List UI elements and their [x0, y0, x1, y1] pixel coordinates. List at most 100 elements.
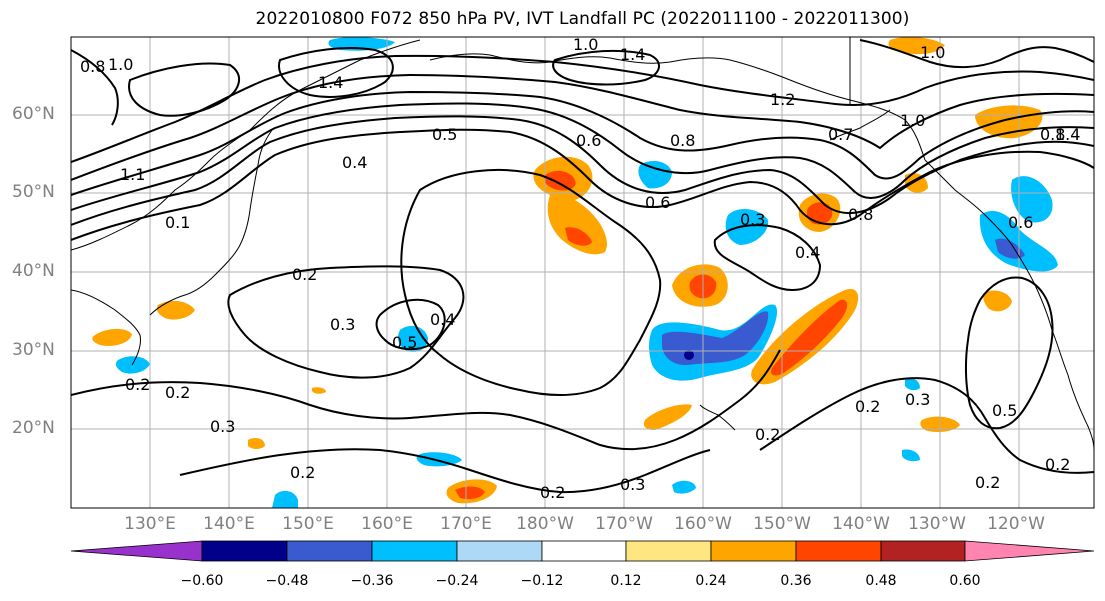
negative-anomaly-patch	[902, 449, 920, 462]
colorbar-segment	[286, 540, 373, 562]
negative-anomaly-patch	[638, 160, 672, 189]
positive-anomaly-patch	[312, 387, 326, 394]
contour-label: 0.3	[905, 390, 930, 409]
lon-label: 180°W	[516, 514, 574, 534]
contour-label: 0.8	[80, 57, 105, 76]
lat-label: 60°N	[12, 104, 55, 124]
lon-label: 150°W	[753, 514, 811, 534]
positive-anomaly-patch	[643, 404, 692, 430]
negative-anomaly-patch	[416, 452, 462, 467]
negative-anomaly-patch	[272, 490, 298, 508]
contour-label: 1.4	[620, 45, 645, 64]
positive-anomaly-patch	[156, 300, 195, 320]
contour-labels: 1.0 1.4 1.0 0.8 1.4 1.0 1.2 1.0 0.8 0.6 …	[80, 35, 1080, 502]
positive-anomaly-patch	[455, 486, 485, 500]
contour-label: 0.8	[1040, 125, 1065, 144]
lon-label: 150°E	[282, 514, 334, 534]
positive-anomaly-patch	[565, 227, 592, 246]
contour-label: 1.4	[318, 73, 343, 92]
contour-label: 1.0	[900, 111, 925, 130]
contour-label: 0.2	[855, 397, 880, 416]
positive-anomaly-patch	[248, 438, 265, 449]
contour-label: 0.2	[975, 473, 1000, 492]
contour-label: 0.3	[330, 315, 355, 334]
colorbar-tick-label: −0.60	[180, 573, 224, 589]
colorbar-segment	[541, 540, 627, 562]
contour-label: 0.5	[432, 125, 457, 144]
contour-label: 0.3	[620, 475, 645, 494]
contour-label: 0.4	[795, 243, 820, 262]
contour-label: 0.2	[1045, 455, 1070, 474]
contour-label: 0.2	[755, 425, 780, 444]
negative-anomaly-patch	[684, 350, 694, 360]
contour-label: 0.6	[1008, 213, 1033, 232]
contour-label: 1.0	[573, 35, 598, 54]
contour-label: 0.5	[392, 333, 417, 352]
positive-anomaly-patch	[544, 170, 576, 191]
lon-label: 170°E	[440, 514, 492, 534]
pv-contours	[71, 39, 1094, 494]
contour-label: 0.8	[670, 131, 695, 150]
positive-anomaly-patch	[92, 328, 132, 346]
lat-label: 30°N	[12, 340, 55, 360]
colorbar-segment	[70, 540, 203, 562]
colorbar-segment	[371, 540, 458, 562]
colorbar-tick-label: −0.24	[435, 573, 479, 589]
colorbar-segment	[710, 540, 797, 562]
colorbar-segment	[964, 540, 1095, 562]
contour-label: 1.0	[108, 55, 133, 74]
contour-label: 0.2	[292, 265, 317, 284]
contour-label: 0.4	[430, 310, 455, 329]
lon-label: 140°E	[203, 514, 255, 534]
negative-anomaly-patch	[905, 378, 920, 391]
lon-label: 120°W	[987, 514, 1045, 534]
colorbar-tick-label: 0.24	[695, 573, 727, 589]
negative-anomaly-patch	[725, 208, 769, 245]
lat-label: 20°N	[12, 418, 55, 438]
contour-label: 0.7	[828, 125, 853, 144]
contour-label: 0.2	[540, 483, 565, 502]
contour-label: 0.2	[125, 375, 150, 394]
contour-label: 0.6	[576, 131, 601, 150]
contour-label: 0.8	[848, 205, 873, 224]
contour-label: 0.3	[210, 417, 235, 436]
colorbar-tick-label: −0.36	[350, 573, 394, 589]
contour-label: 1.0	[920, 43, 945, 62]
lat-label: 50°N	[12, 182, 55, 202]
colorbar-tick-label: 0.12	[610, 573, 642, 589]
contour-label: 0.3	[740, 210, 765, 229]
contour-label: 0.1	[165, 213, 190, 232]
lon-label: 160°W	[674, 514, 732, 534]
colorbar-tick-label: 0.60	[949, 573, 981, 589]
lat-label: 40°N	[12, 261, 55, 281]
map-frame	[70, 36, 1095, 509]
contour-label: 0.2	[290, 463, 315, 482]
positive-anomaly-patch	[770, 299, 848, 376]
contour-label: 0.2	[165, 383, 190, 402]
colorbar-tick-label: 0.36	[780, 573, 812, 589]
contour-label: 1.2	[770, 90, 795, 109]
chart-title: 2022010800 F072 850 hPa PV, IVT Landfall…	[255, 9, 910, 29]
positive-anomaly-patch	[983, 290, 1012, 312]
colorbar	[70, 540, 1095, 562]
positive-anomaly-patch	[888, 37, 945, 55]
colorbar-segment	[201, 540, 288, 562]
lon-label: 160°E	[361, 514, 413, 534]
positive-anomaly-patch	[806, 202, 833, 225]
lon-label: 170°W	[595, 514, 653, 534]
colorbar-segment	[456, 540, 543, 562]
lon-label: 140°W	[832, 514, 890, 534]
colorbar-segment	[625, 540, 712, 562]
colorbar-tick-label: −0.48	[265, 573, 309, 589]
colorbar-tick-label: 0.48	[865, 573, 897, 589]
contour-label: 1.4	[1055, 125, 1080, 144]
contour-label: 0.5	[992, 401, 1017, 420]
contour-label: 0.4	[342, 153, 367, 172]
negative-anomaly-patch	[1011, 176, 1053, 223]
negative-anomaly-patch	[115, 356, 150, 374]
colorbar-segment	[795, 540, 882, 562]
contour-label: 0.6	[645, 193, 670, 212]
contour-label: 1.1	[120, 165, 145, 184]
colorbar-tick-label: −0.12	[520, 573, 564, 589]
